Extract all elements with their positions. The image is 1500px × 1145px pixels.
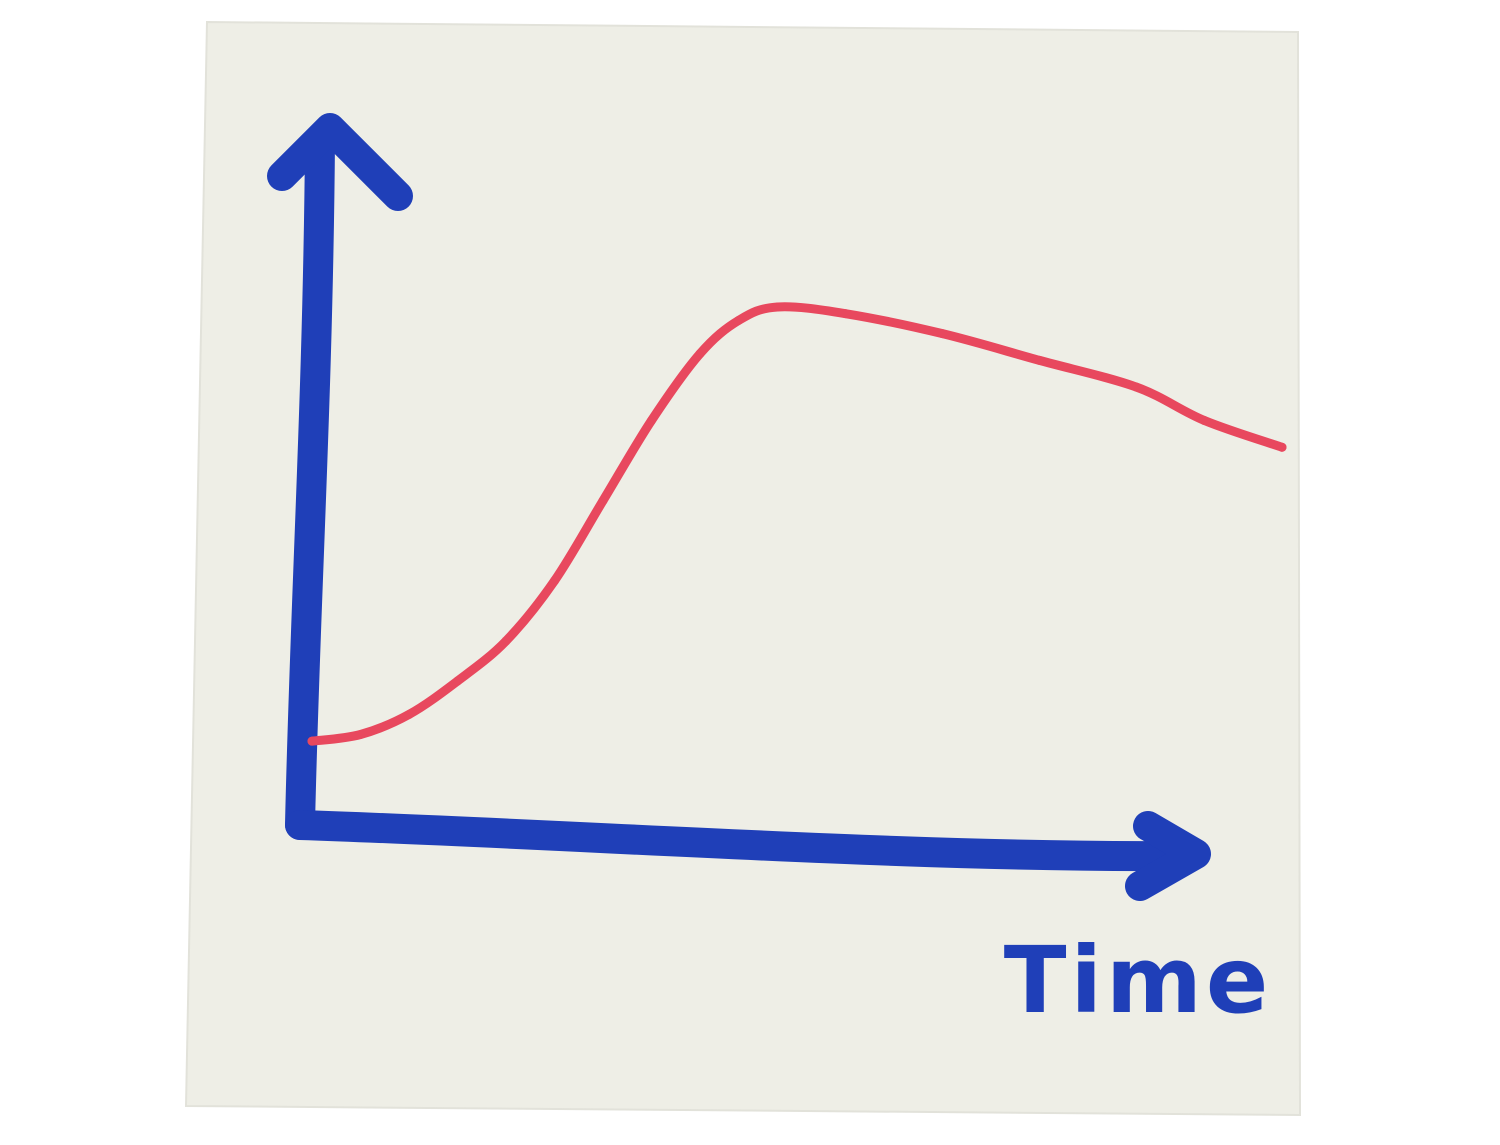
y-axis-arrowhead xyxy=(267,113,413,211)
series-0-point-7 xyxy=(647,416,656,426)
series-0-point-3 xyxy=(453,676,462,686)
series-0-point-10 xyxy=(773,302,783,312)
series-0-point-6 xyxy=(598,496,608,506)
series-0-point-9 xyxy=(734,315,744,325)
series-0-point-14 xyxy=(1132,382,1141,392)
series-0-point-8 xyxy=(695,349,705,359)
x-axis-line xyxy=(285,810,1207,872)
series-0-point-5 xyxy=(550,576,559,586)
series-0-point-2 xyxy=(404,709,414,719)
plot-area xyxy=(267,113,1287,901)
y-axis-line xyxy=(285,125,335,840)
series-0-point-15 xyxy=(1199,416,1209,426)
series-0-point-4 xyxy=(501,636,511,646)
series-0-point-12 xyxy=(938,329,947,339)
series-0-point-11 xyxy=(841,309,850,319)
x-axis-label: Time xyxy=(1004,927,1273,1034)
series-0-point-16 xyxy=(1277,442,1287,452)
series-0-point-0 xyxy=(307,736,317,746)
x-axis-arrowhead xyxy=(1125,811,1211,901)
series-0-point-1 xyxy=(356,729,365,739)
series-0-point-13 xyxy=(1035,355,1044,365)
